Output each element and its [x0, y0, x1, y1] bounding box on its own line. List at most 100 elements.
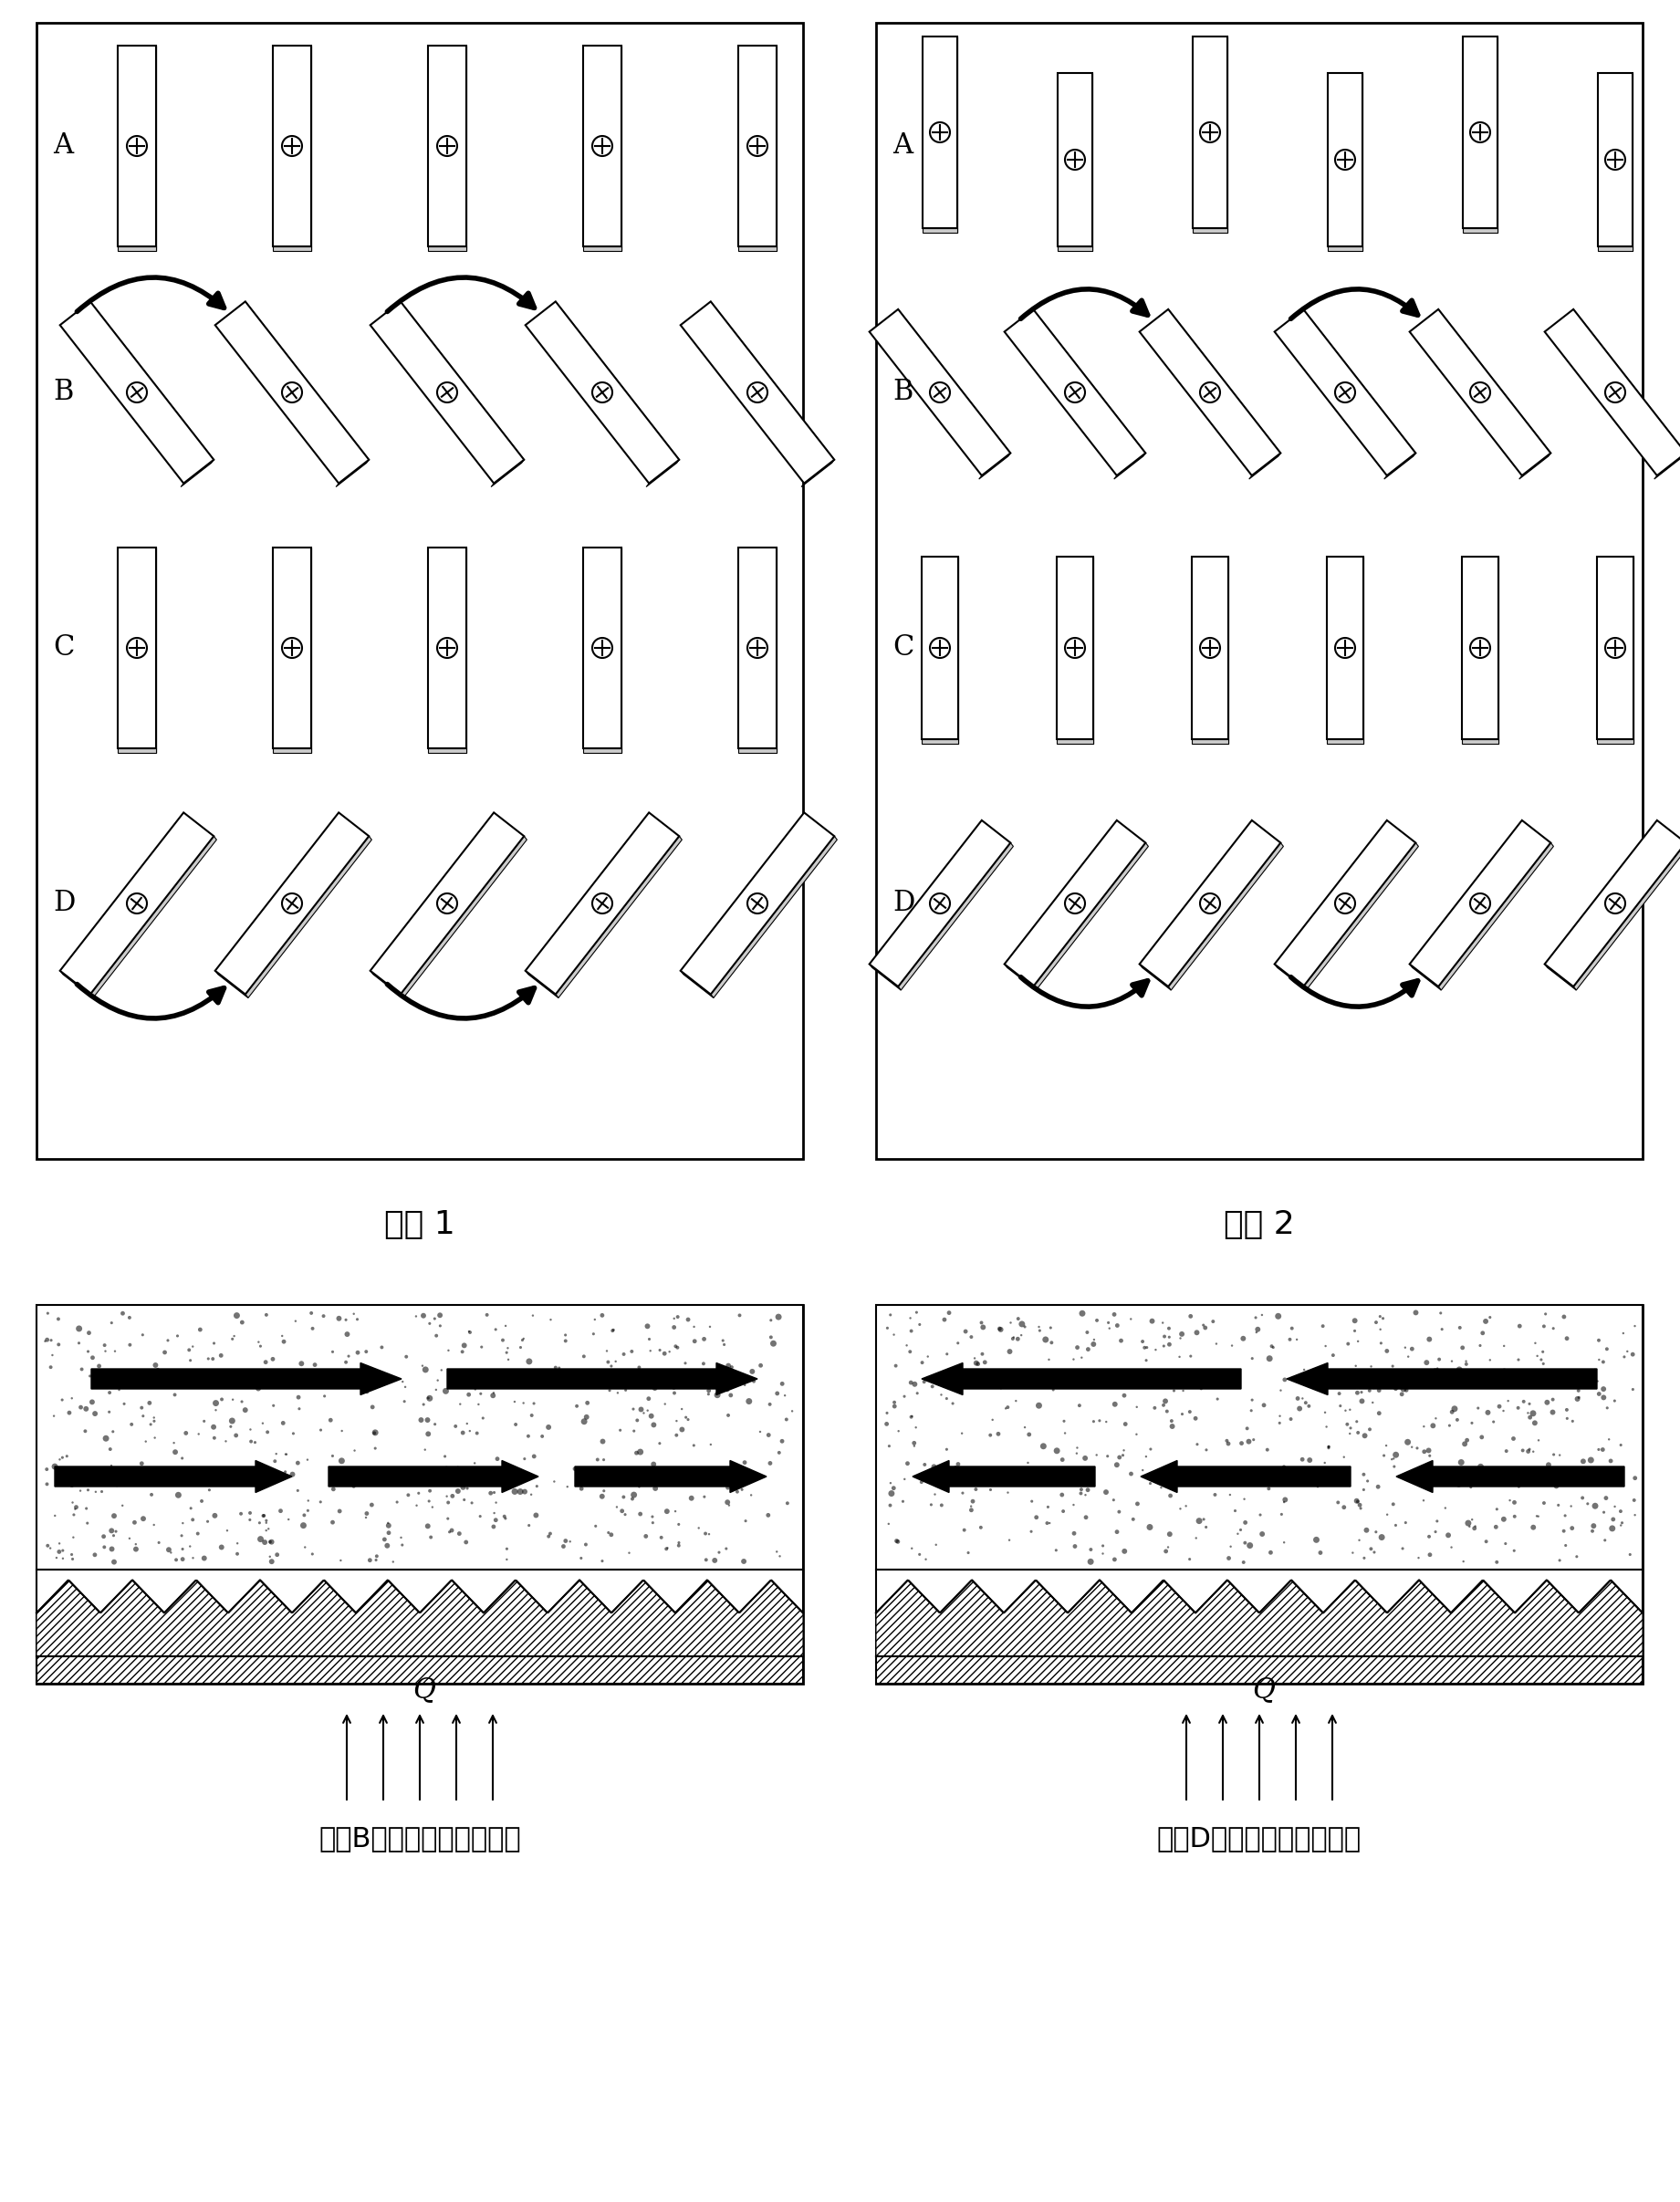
- Point: [904, 1376, 931, 1411]
- Point: [1122, 1416, 1149, 1451]
- Point: [66, 1310, 92, 1345]
- Point: [1581, 1460, 1608, 1495]
- Point: [627, 1497, 654, 1533]
- Point: [264, 1537, 291, 1572]
- Point: [1183, 1519, 1210, 1555]
- Point: [444, 1361, 470, 1396]
- Point: [470, 1467, 497, 1502]
- Point: [341, 1467, 368, 1502]
- Point: [1213, 1422, 1240, 1458]
- Point: [146, 1526, 173, 1561]
- Point: [413, 1403, 440, 1438]
- Polygon shape: [922, 37, 958, 229]
- Polygon shape: [553, 302, 679, 462]
- Polygon shape: [707, 302, 835, 462]
- Point: [438, 1478, 465, 1513]
- Polygon shape: [1598, 73, 1633, 247]
- Point: [1151, 1387, 1178, 1422]
- Point: [976, 1418, 1003, 1453]
- Point: [101, 1517, 128, 1552]
- Point: [328, 1442, 354, 1478]
- Point: [519, 1297, 546, 1332]
- Polygon shape: [370, 813, 524, 995]
- Point: [391, 1383, 418, 1418]
- Point: [664, 1418, 690, 1453]
- Point: [633, 1359, 660, 1394]
- Point: [1315, 1429, 1342, 1464]
- Point: [185, 1416, 212, 1451]
- Polygon shape: [1058, 247, 1092, 251]
- Point: [612, 1497, 638, 1533]
- Polygon shape: [1544, 964, 1576, 991]
- Point: [292, 1530, 319, 1566]
- Point: [1571, 1356, 1598, 1392]
- Point: [573, 1400, 600, 1436]
- Point: [1608, 1508, 1635, 1544]
- Polygon shape: [398, 302, 524, 462]
- Point: [141, 1403, 168, 1438]
- Point: [1593, 1332, 1620, 1367]
- FancyArrowPatch shape: [1021, 288, 1147, 319]
- Point: [618, 1354, 645, 1389]
- Point: [452, 1524, 479, 1559]
- Point: [1530, 1308, 1557, 1343]
- Point: [1344, 1484, 1371, 1519]
- Point: [553, 1323, 580, 1359]
- Point: [1136, 1511, 1163, 1546]
- Polygon shape: [1300, 308, 1416, 456]
- Polygon shape: [215, 971, 249, 998]
- Point: [1121, 1502, 1147, 1537]
- Point: [405, 1475, 432, 1511]
- Point: [1023, 1500, 1050, 1535]
- Point: [403, 1489, 430, 1524]
- Point: [660, 1376, 687, 1411]
- Point: [118, 1356, 144, 1392]
- Point: [163, 1541, 190, 1577]
- Point: [709, 1370, 736, 1405]
- Point: [1327, 1387, 1354, 1422]
- Point: [341, 1434, 368, 1469]
- Point: [252, 1506, 279, 1541]
- Point: [1539, 1394, 1566, 1429]
- Point: [144, 1352, 171, 1387]
- Point: [395, 1478, 422, 1513]
- Point: [1068, 1341, 1095, 1376]
- Point: [1541, 1438, 1567, 1473]
- Point: [1399, 1367, 1426, 1403]
- Point: [375, 1515, 402, 1550]
- Polygon shape: [37, 1581, 803, 1656]
- Point: [1589, 1431, 1616, 1467]
- Point: [890, 1378, 917, 1414]
- Bar: [37, 22, 803, 1158]
- Point: [598, 1453, 625, 1489]
- Point: [1037, 1506, 1063, 1541]
- Point: [1107, 1361, 1134, 1396]
- Point: [403, 1299, 430, 1334]
- Point: [494, 1330, 521, 1365]
- Point: [1037, 1310, 1063, 1345]
- Point: [1156, 1310, 1183, 1345]
- Point: [1371, 1438, 1398, 1473]
- Point: [104, 1469, 131, 1504]
- Point: [1297, 1442, 1324, 1478]
- Point: [227, 1495, 254, 1530]
- Point: [353, 1495, 380, 1530]
- Point: [1173, 1356, 1200, 1392]
- Point: [432, 1374, 459, 1409]
- Point: [45, 1535, 72, 1570]
- Point: [1100, 1297, 1127, 1332]
- Point: [1168, 1321, 1194, 1356]
- Point: [660, 1301, 687, 1337]
- Point: [900, 1367, 927, 1403]
- Point: [62, 1489, 89, 1524]
- Point: [422, 1301, 449, 1337]
- Point: [1398, 1332, 1425, 1367]
- Polygon shape: [895, 308, 1010, 456]
- Polygon shape: [215, 302, 370, 482]
- Point: [1552, 1528, 1579, 1563]
- Point: [1515, 1434, 1542, 1469]
- Point: [1428, 1295, 1455, 1330]
- Point: [96, 1374, 123, 1409]
- Point: [1312, 1394, 1339, 1429]
- Text: A: A: [892, 132, 912, 161]
